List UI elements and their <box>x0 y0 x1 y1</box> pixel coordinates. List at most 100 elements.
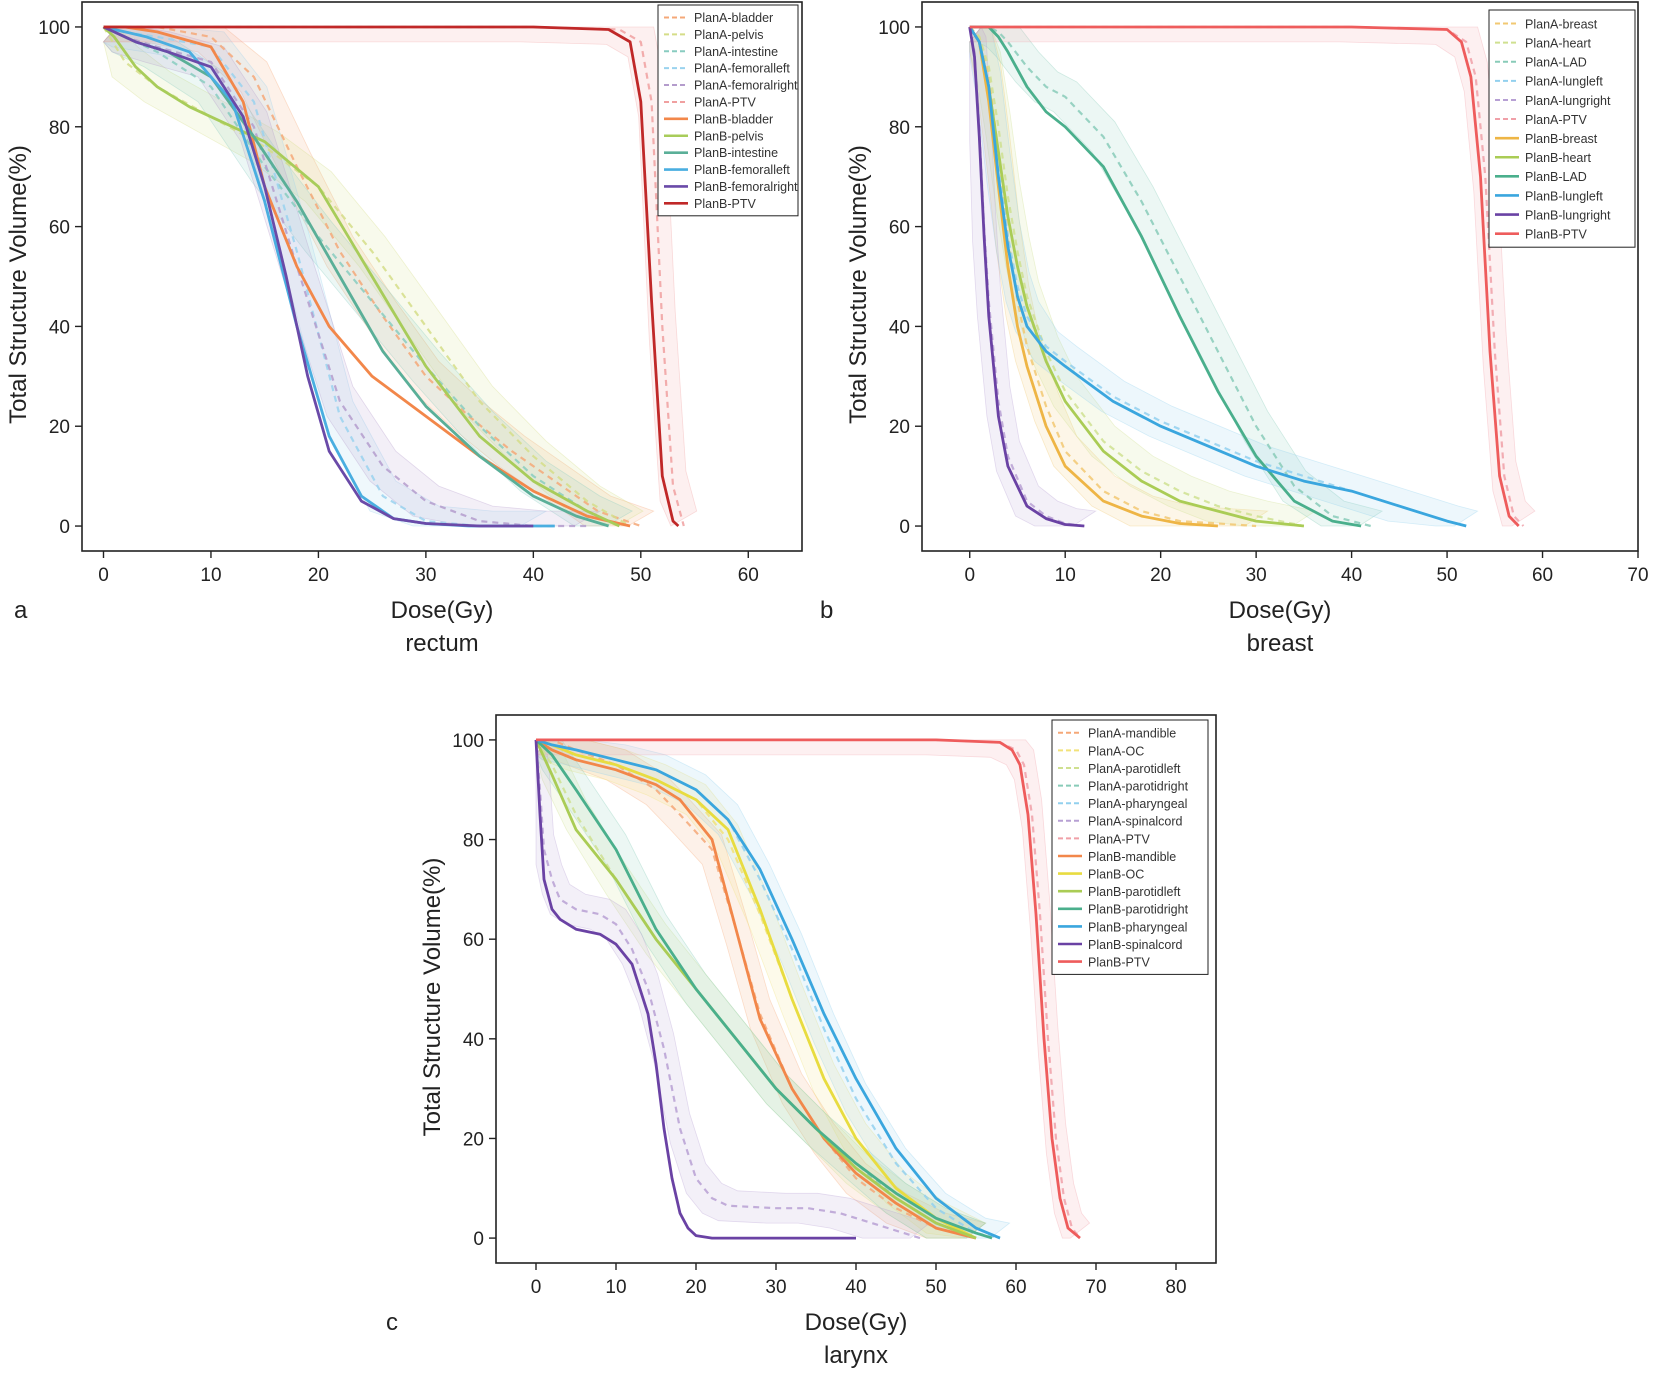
chart-subtitle: rectum <box>405 630 478 657</box>
legend-entry: PlanA-LAD <box>1525 56 1587 70</box>
legend-entry: PlanB-OC <box>1088 867 1144 881</box>
legend-entry: PlanB-parotidright <box>1088 903 1189 917</box>
legend-entry: PlanA-heart <box>1525 37 1592 51</box>
series-line-planb-lad <box>969 25 1362 528</box>
legend-entry: PlanA-pelvis <box>694 28 763 42</box>
series-line-plana-lad <box>969 25 1371 528</box>
x-tick-label: 30 <box>415 565 436 586</box>
series-line-plana-lungleft <box>968 26 1467 528</box>
legend-entry: PlanB-pharyngeal <box>1088 920 1187 934</box>
legend-entry: PlanA-femoralright <box>694 79 798 93</box>
panel-c-larynx: 0 10 20 30 40 50 60 70 80 0 20 40 60 80 100 PlanA-mandi… <box>386 714 1217 1369</box>
legend-entry: PlanA-lungright <box>1525 94 1611 108</box>
legend-entry: PlanA-breast <box>1525 17 1598 31</box>
series-line-planb-ptv <box>103 25 680 528</box>
x-tick-label: 50 <box>925 1277 946 1298</box>
x-tick-label: 20 <box>308 565 329 586</box>
y-tick-label: 100 <box>452 731 484 752</box>
y-tick-label: 0 <box>899 517 910 538</box>
legend-box <box>1488 9 1636 248</box>
legend-entry: PlanB-mandible <box>1088 850 1176 864</box>
series-band-plana-parotidright <box>535 739 987 1239</box>
y-tick-label: 40 <box>463 1030 484 1051</box>
y-axis-label: Total Structure Volume(%) <box>5 145 32 424</box>
series-line-planb-mandible <box>535 738 977 1240</box>
panel-letter: a <box>14 597 28 624</box>
series-line-planb-ptv <box>536 738 1081 1240</box>
y-tick-label: 20 <box>49 417 70 438</box>
legend-entry: PlanA-parotidright <box>1088 779 1189 793</box>
x-tick-label: 30 <box>1246 565 1267 586</box>
legend-entry: PlanA-parotidleft <box>1088 762 1181 776</box>
y-tick-label: 20 <box>889 417 910 438</box>
legend-entry: PlanA-lungleft <box>1525 75 1603 89</box>
series-line-planb-breast <box>968 26 1218 528</box>
x-tick-label: 0 <box>98 565 109 586</box>
chart-subtitle: larynx <box>824 1342 888 1369</box>
series-line-plana-lungright <box>968 26 1085 528</box>
x-axis-label: Dose(Gy) <box>391 597 494 624</box>
series-line-planb-parotidright <box>535 738 993 1240</box>
x-tick-label: 10 <box>605 1277 626 1298</box>
y-axis-label: Total Structure Volume(%) <box>845 145 872 424</box>
x-tick-label: 20 <box>1150 565 1171 586</box>
y-tick-label: 100 <box>878 18 910 39</box>
series-band-plana-oc <box>535 739 987 1239</box>
legend-entry: PlanA-spinalcord <box>1088 815 1183 829</box>
y-tick-label: 0 <box>473 1229 484 1250</box>
series-line-planb-lungleft <box>968 26 1467 528</box>
y-tick-label: 40 <box>889 317 910 338</box>
series-line-planb-femoralright <box>102 25 534 528</box>
x-tick-label: 40 <box>1341 565 1362 586</box>
x-tick-label: 50 <box>1436 565 1457 586</box>
series-line-planb-bladder <box>103 25 631 528</box>
series-line-plana-heart <box>968 26 1305 528</box>
series-line-plana-bladder <box>103 25 642 528</box>
legend-entry: PlanA-bladder <box>694 11 773 25</box>
chart-subtitle: breast <box>1247 630 1314 657</box>
legend-entry: PlanB-pelvis <box>694 129 763 143</box>
legend-entry: PlanB-lungright <box>1525 208 1611 222</box>
legend-entry: PlanB-spinalcord <box>1088 938 1183 952</box>
panel-letter: c <box>386 1309 398 1336</box>
x-tick-label: 10 <box>1055 565 1076 586</box>
legend-entry: PlanA-pharyngeal <box>1088 797 1187 811</box>
legend-entry: PlanA-PTV <box>1525 113 1587 127</box>
series-band-plana-mandible <box>535 739 987 1239</box>
y-tick-label: 80 <box>889 118 910 139</box>
y-tick-label: 20 <box>463 1129 484 1150</box>
x-tick-label: 60 <box>738 565 759 586</box>
series-band-plana-parotidleft <box>535 739 987 1239</box>
series-line-plana-femoralright <box>103 26 588 528</box>
x-tick-label: 60 <box>1532 565 1553 586</box>
series-line-planb-ptv <box>969 25 1520 527</box>
legend-entry: PlanB-parotidleft <box>1088 885 1181 899</box>
plot-frame <box>81 1 803 552</box>
legend-entry: PlanB-femoralright <box>694 180 798 194</box>
x-tick-label: 30 <box>765 1277 786 1298</box>
legend-entry: PlanB-heart <box>1525 151 1592 165</box>
y-tick-label: 100 <box>38 18 70 39</box>
series-line-planb-pharyngeal <box>535 738 1001 1240</box>
legend-entry: PlanB-lungleft <box>1525 189 1603 203</box>
legend-entry: PlanA-PTV <box>694 95 756 109</box>
x-tick-label: 70 <box>1627 565 1648 586</box>
x-axis-label: Dose(Gy) <box>805 1309 908 1336</box>
x-tick-label: 0 <box>964 565 975 586</box>
y-tick-label: 40 <box>49 317 70 338</box>
legend-entry: PlanB-PTV <box>1525 228 1587 242</box>
legend-entry: PlanA-mandible <box>1088 727 1176 741</box>
legend-entry: PlanB-PTV <box>694 197 756 211</box>
y-tick-label: 60 <box>49 218 70 239</box>
series-line-plana-intestine <box>103 26 620 527</box>
y-tick-label: 80 <box>463 831 484 852</box>
series-line-plana-femoralleft <box>103 25 534 528</box>
legend-entry: PlanA-intestine <box>694 45 778 59</box>
x-tick-label: 10 <box>200 565 221 586</box>
legend-entry: PlanB-bladder <box>694 112 773 126</box>
x-tick-label: 40 <box>845 1277 866 1298</box>
series-band-plana-spinalcord <box>535 738 931 1239</box>
series-line-planb-oc <box>535 738 977 1240</box>
x-tick-label: 60 <box>1005 1277 1026 1298</box>
